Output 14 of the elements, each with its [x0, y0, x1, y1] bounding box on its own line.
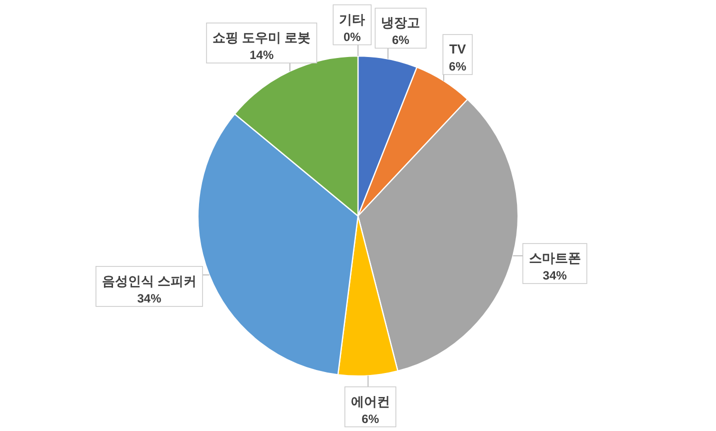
- slice-label: 냉장고: [381, 15, 420, 30]
- slice-label: 음성인식 스피커: [102, 273, 197, 288]
- slice-label: 쇼핑 도우미 로봇: [212, 30, 311, 45]
- data-label: 34%: [137, 291, 162, 306]
- slice-label: 스마트폰: [528, 250, 581, 266]
- data-label: 6%: [448, 60, 467, 74]
- data-label: 14%: [250, 48, 274, 62]
- category-label: 기타: [339, 12, 366, 27]
- data-label: 6%: [392, 33, 410, 48]
- data-label: 6%: [362, 412, 380, 426]
- slice-label: TV: [449, 42, 466, 57]
- slice-label: 에어컨: [350, 394, 390, 409]
- text: 0%: [344, 30, 361, 44]
- data-label: 34%: [542, 268, 568, 283]
